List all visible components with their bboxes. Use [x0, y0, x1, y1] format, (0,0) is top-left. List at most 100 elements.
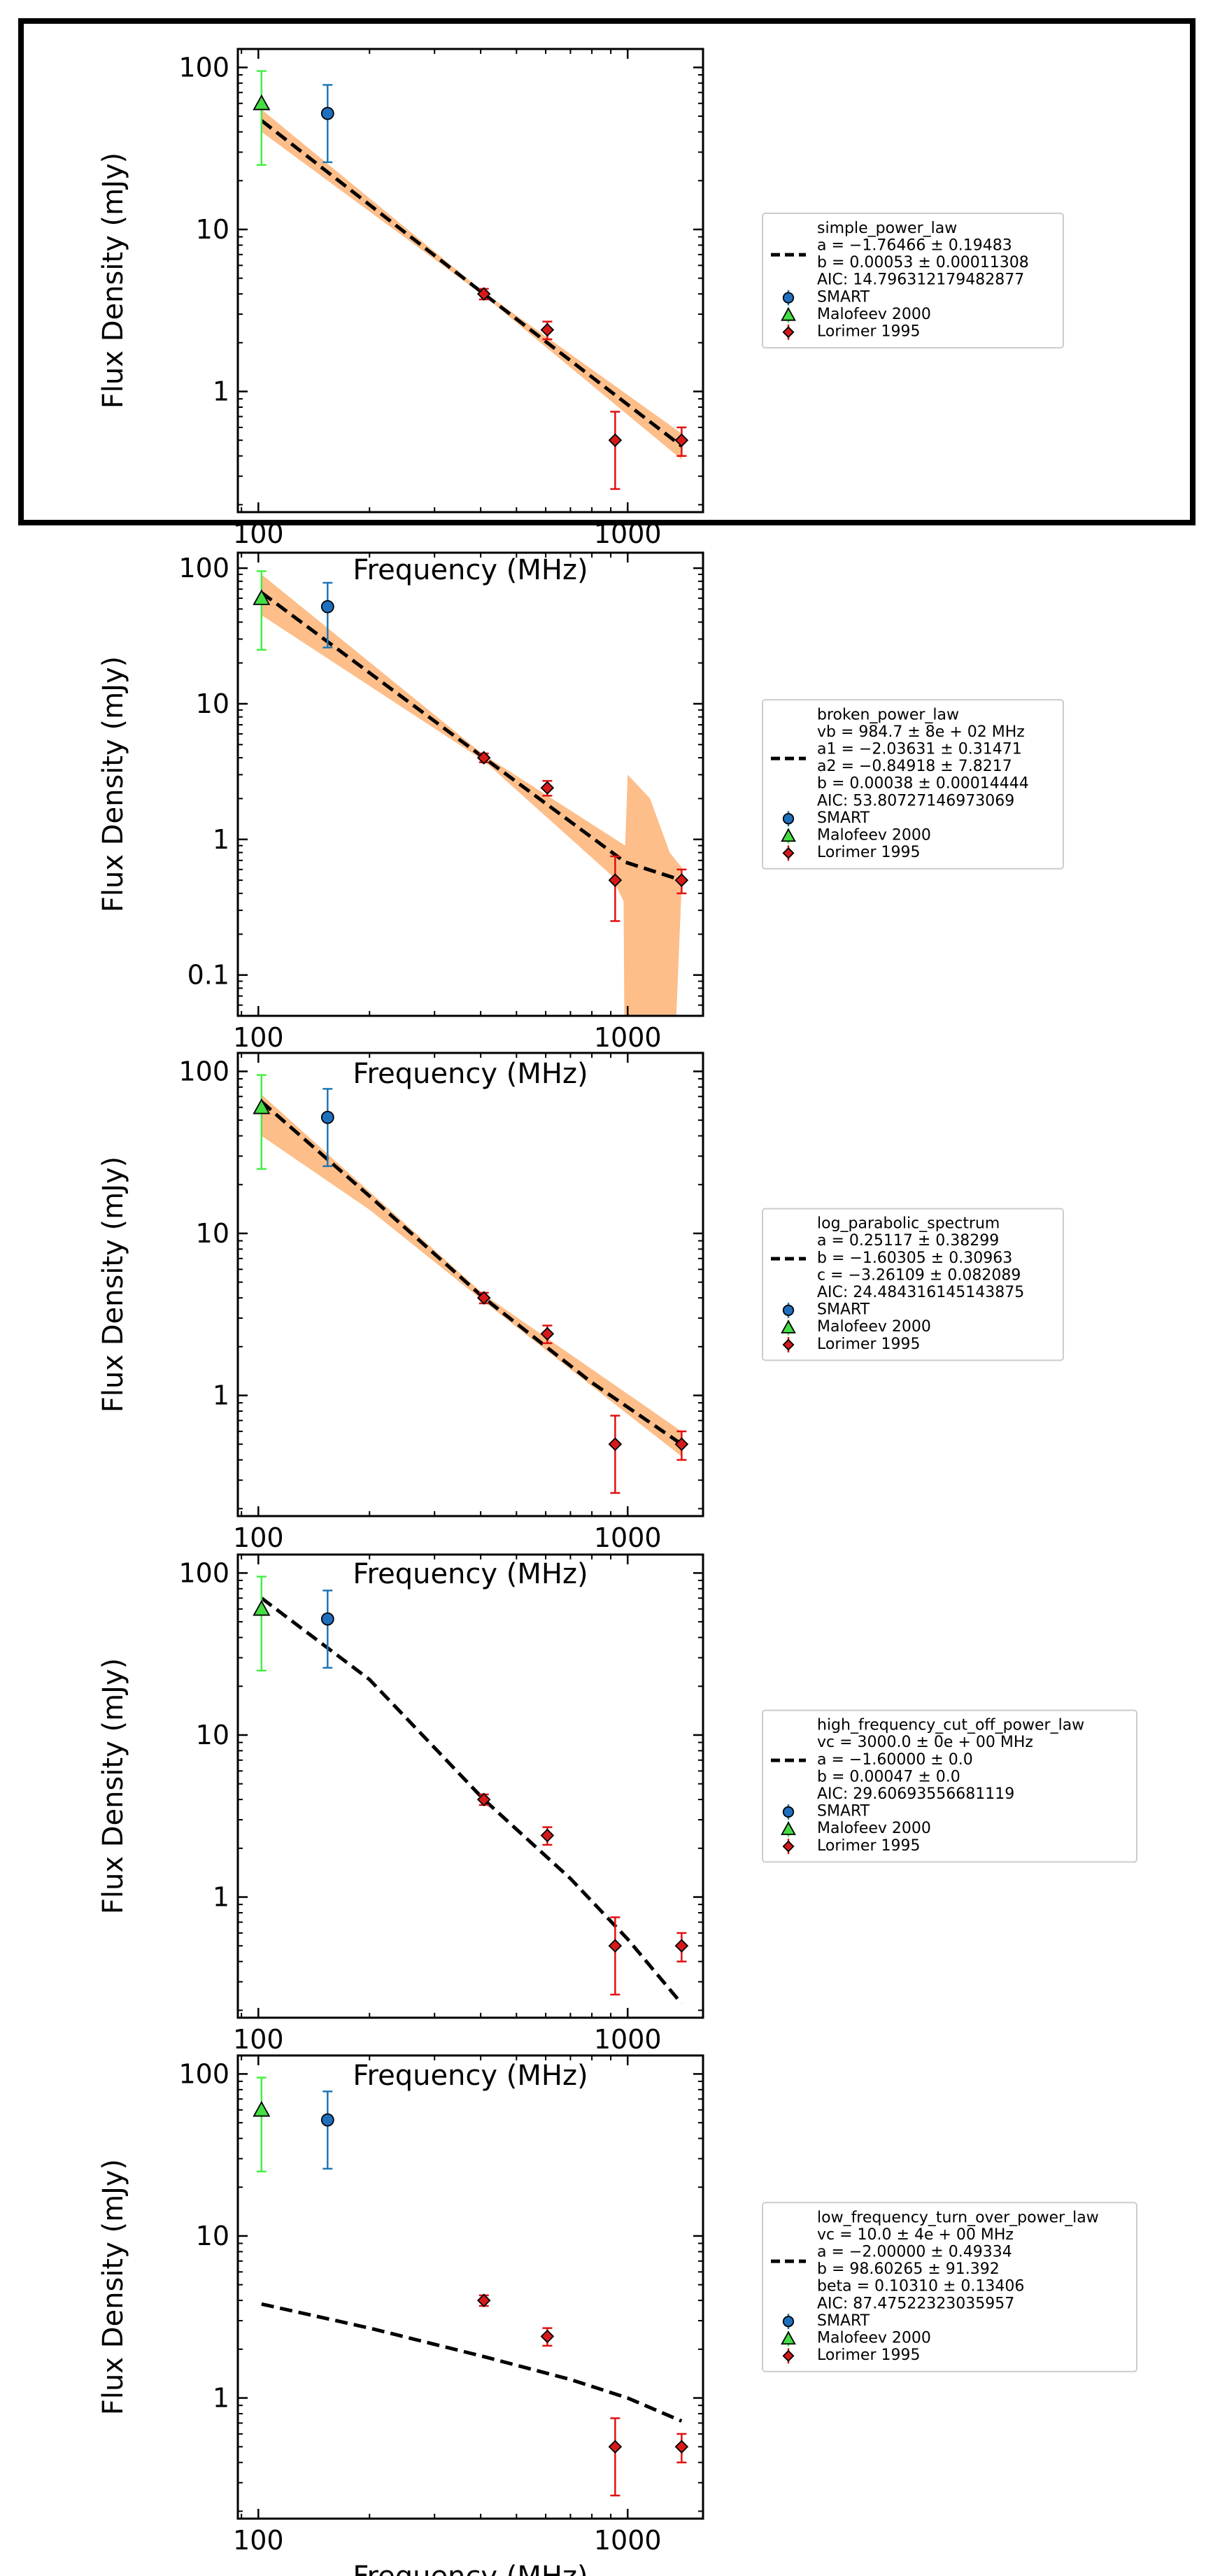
y-tick-label: 100 — [178, 553, 229, 583]
data-point — [253, 1599, 271, 1616]
legend-box — [762, 1208, 1064, 1361]
legend-marker-swatch — [782, 1338, 795, 1351]
data-point — [320, 1612, 334, 1626]
legend-fit-param: a1 = −2.03631 ± 0.31471 — [817, 741, 1022, 758]
data-point — [476, 1291, 491, 1305]
data-point — [608, 2440, 623, 2454]
data-point — [540, 323, 555, 337]
legend-fit-param: AIC: 29.60693556681119 — [817, 1785, 1014, 1803]
x-tick-label: 100 — [233, 1522, 284, 1553]
x-tick-label: 1000 — [594, 1022, 662, 1053]
legend-box — [762, 212, 1064, 349]
x-tick-label: 100 — [233, 2024, 284, 2055]
y-axis-label: Flux Density (mJy) — [97, 1658, 129, 1914]
legend-box — [762, 699, 1064, 870]
data-point — [674, 1939, 689, 1953]
legend-box — [762, 1709, 1137, 1863]
legend-marker-swatch — [782, 2349, 795, 2362]
data-point — [608, 1939, 623, 1953]
legend-series-label: Lorimer 1995 — [817, 844, 920, 861]
y-axis-label: Flux Density (mJy) — [97, 153, 129, 409]
x-tick-label: 100 — [233, 2525, 284, 2556]
legend-series-label: SMART — [817, 1301, 870, 1319]
x-axis-label: Frequency (MHz) — [353, 2060, 588, 2092]
legend-fit-param: vc = 10.0 ± 4e + 00 MHz — [817, 2226, 1014, 2244]
legend-model-name: log_parabolic_spectrum — [817, 1215, 1000, 1233]
axes-frame — [236, 1052, 704, 1517]
legend-box — [762, 2202, 1137, 2372]
legend-fit-param: AIC: 14.796312179482877 — [817, 271, 1024, 289]
y-tick-label: 1 — [213, 376, 229, 407]
x-tick-label: 1000 — [594, 2525, 662, 2556]
legend-fit-param: AIC: 53.80727146973069 — [817, 792, 1014, 809]
legend-marker-swatch — [782, 2316, 795, 2328]
legend-marker-swatch — [782, 847, 795, 859]
y-tick-label: 100 — [178, 2058, 229, 2089]
legend-series-label: Lorimer 1995 — [817, 1336, 920, 1353]
legend-marker-swatch — [782, 292, 795, 304]
legend-model-name: low_frequency_turn_over_power_law — [817, 2209, 1099, 2226]
data-point — [476, 2293, 491, 2307]
y-tick-label: 10 — [196, 688, 229, 719]
legend-model-name: high_frequency_cut_off_power_law — [817, 1717, 1084, 1734]
legend-series-label: SMART — [817, 2312, 870, 2330]
legend-marker-swatch — [782, 1806, 795, 1818]
data-point — [320, 106, 334, 120]
y-tick-label: 0.1 — [187, 960, 229, 991]
data-point — [608, 1437, 623, 1452]
chart-panel-5: 100 1000 1 10 100 Frequency (MHz) Flux Density… — [97, 2054, 1137, 2576]
y-axis-label: Flux Density (mJy) — [97, 656, 129, 912]
legend-marker-swatch — [781, 1319, 796, 1333]
highlight-frame — [18, 18, 1196, 525]
legend-marker-swatch — [782, 1840, 795, 1853]
y-axis-label: Flux Density (mJy) — [97, 2159, 129, 2415]
legend-marker-swatch — [781, 306, 796, 321]
chart-panel-4: 100 1000 1 10 100 Frequency (MHz) Flux Density… — [97, 1553, 1137, 2092]
x-tick-label: 100 — [233, 1022, 284, 1053]
legend-fit-param: vb = 984.7 ± 8e + 02 MHz — [817, 723, 1025, 741]
legend-series-label: Lorimer 1995 — [817, 1837, 920, 1855]
legend-fit-param: b = −1.60305 ± 0.30963 — [817, 1250, 1012, 1267]
y-tick-label: 1 — [213, 1380, 229, 1411]
legend-fit-param: a = 0.25117 ± 0.38299 — [817, 1232, 999, 1250]
legend-fit-param: a2 = −0.84918 ± 7.8217 — [817, 758, 1012, 775]
y-tick-label: 10 — [196, 214, 229, 245]
data-point — [608, 433, 623, 448]
legend-series-label: Lorimer 1995 — [817, 323, 920, 341]
legend-fit-param: b = 0.00053 ± 0.00011308 — [817, 254, 1029, 271]
y-tick-label: 100 — [178, 1056, 229, 1087]
y-tick-label: 10 — [196, 2221, 229, 2251]
legend-fit-param: c = −3.26109 ± 0.082089 — [817, 1266, 1021, 1284]
legend-fit-param: AIC: 87.47522323035957 — [817, 2295, 1014, 2312]
y-tick-label: 100 — [178, 52, 229, 83]
data-point — [540, 1326, 555, 1341]
legend-fit-param: b = 0.00047 ± 0.0 — [817, 1768, 960, 1785]
x-axis-label: Frequency (MHz) — [353, 1058, 588, 1090]
legend-model-name: broken_power_law — [817, 706, 959, 723]
y-tick-label: 100 — [178, 1557, 229, 1588]
x-axis-label: Frequency (MHz) — [353, 554, 588, 586]
data-point — [674, 433, 689, 448]
legend-marker-swatch — [782, 813, 795, 825]
legend-marker-swatch — [781, 2330, 796, 2345]
x-axis-label: Frequency (MHz) — [353, 1558, 588, 1590]
model-fit-line — [260, 1100, 683, 1446]
legend-fit-param: beta = 0.10310 ± 0.13406 — [817, 2278, 1024, 2295]
legend-fit-param: AIC: 24.484316145143875 — [817, 1284, 1024, 1301]
data-point — [540, 2329, 555, 2344]
plot-area — [253, 70, 689, 490]
chart-panel-2: 100 1000 0.1 1 10 100 Frequency (MHz) Flux Dens… — [97, 551, 1064, 1090]
data-point — [253, 589, 271, 605]
legend-series-label: Malofeev 2000 — [817, 2330, 931, 2347]
legend-series-label: Malofeev 2000 — [817, 1318, 931, 1336]
axes-frame — [236, 48, 704, 514]
x-tick-label: 1000 — [594, 1522, 662, 1553]
data-point — [476, 287, 491, 301]
y-tick-label: 1 — [213, 1882, 229, 1913]
data-point — [476, 751, 491, 765]
